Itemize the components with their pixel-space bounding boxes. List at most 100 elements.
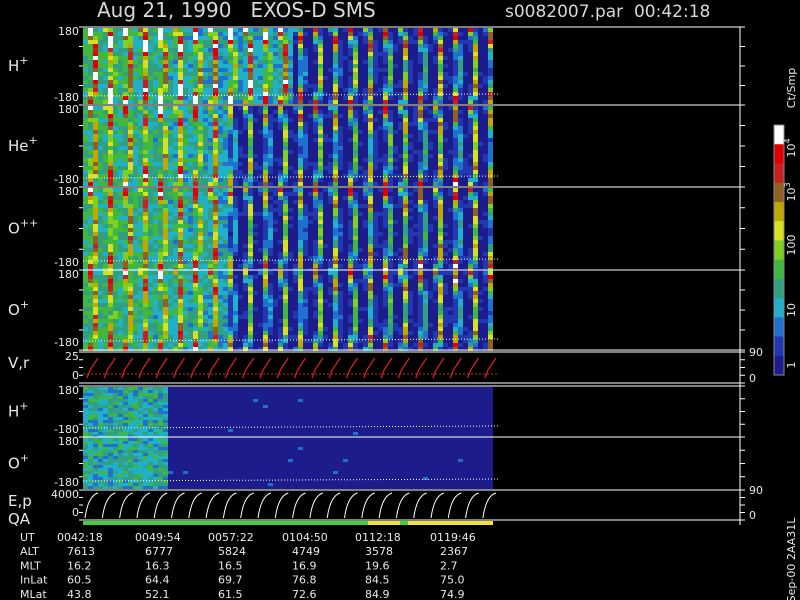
spectrogram-cell	[188, 106, 193, 110]
spectrogram-cell	[348, 92, 353, 96]
spectrogram-cell	[368, 244, 373, 248]
spectrogram-cell	[178, 72, 183, 76]
spectrogram-cell	[303, 138, 308, 142]
spectrogram-cell	[168, 182, 173, 186]
spectrogram-cell	[308, 170, 313, 174]
spectrogram-cell	[123, 126, 128, 130]
spectrogram-cell	[158, 44, 163, 48]
spectrogram-cell	[288, 204, 293, 208]
spectrogram-cell	[393, 244, 398, 248]
spectrogram-cell	[413, 204, 418, 208]
spectrogram-cell	[343, 188, 348, 192]
spectrogram-cell	[123, 162, 128, 166]
spectrogram-cell	[298, 122, 303, 126]
spectrogram-cell	[118, 64, 123, 68]
spectrogram-cell	[293, 56, 298, 60]
spectrogram-cell	[368, 196, 373, 200]
spectrogram-cell	[113, 118, 118, 122]
spectrogram-cell	[233, 32, 238, 36]
spectrogram-cell	[413, 60, 418, 64]
spectrogram-cell	[408, 248, 413, 252]
spectrogram-cell	[308, 182, 313, 186]
spectrogram-cell	[88, 28, 93, 32]
spectrogram-cell	[173, 248, 178, 252]
spectrogram-cell	[468, 32, 473, 36]
spectrogram-cell	[443, 106, 448, 110]
spectrogram-cell	[468, 68, 473, 72]
spectrogram-cell	[113, 264, 118, 268]
spectrogram-cell	[143, 220, 148, 224]
spectrogram-cell	[388, 212, 393, 216]
spectrogram-cell	[368, 106, 373, 110]
spectrogram-cell	[373, 252, 378, 256]
spectrogram-cell	[303, 126, 308, 130]
spectrogram-cell	[413, 252, 418, 256]
spectrogram-cell	[323, 174, 328, 178]
spectrogram-cell	[343, 236, 348, 240]
spectrogram-cell	[473, 44, 478, 48]
spectrogram-cell	[163, 154, 168, 158]
spectrogram-cell	[193, 256, 198, 260]
spectrogram-cell	[443, 208, 448, 212]
spectrogram-cell	[268, 216, 273, 220]
spectrogram-cell	[458, 32, 463, 36]
spectrogram-cell	[213, 236, 218, 240]
spectrogram-cell	[333, 252, 338, 256]
spectrogram-cell	[438, 68, 443, 72]
spectrogram-cell	[363, 96, 368, 100]
spectrogram-cell	[108, 106, 113, 110]
spectrogram-cell	[453, 162, 458, 166]
spectrogram-cell	[133, 28, 138, 32]
spectrogram-cell	[213, 162, 218, 166]
spectrogram-cell	[353, 122, 358, 126]
spectrogram-cell	[488, 264, 493, 268]
spectrogram-cell	[333, 44, 338, 48]
spectrogram-cell	[263, 32, 268, 36]
spectrogram-cell	[353, 68, 358, 72]
spectrogram-cell	[178, 60, 183, 64]
spectrogram-cell	[88, 88, 93, 92]
spectrogram-cell	[258, 60, 263, 64]
spectrogram-cell	[448, 208, 453, 212]
spectrogram-cell	[283, 182, 288, 186]
spectrogram-cell	[243, 28, 248, 32]
spectrogram-cell	[363, 228, 368, 232]
spectrogram-cell	[258, 158, 263, 162]
spectrogram-cell	[333, 36, 338, 40]
spectrogram-cell	[368, 200, 373, 204]
spectrogram-cell	[293, 264, 298, 268]
spectrogram-cell	[253, 76, 258, 80]
spectrogram-cell	[433, 134, 438, 138]
spectrogram-cell	[163, 162, 168, 166]
spectrogram-cell	[113, 200, 118, 204]
spectrogram-cell	[93, 28, 98, 32]
spectrogram-cell	[328, 200, 333, 204]
spectrogram-cell	[223, 36, 228, 40]
spectrogram-cell	[153, 32, 158, 36]
spectrogram-cell	[458, 40, 463, 44]
spectrogram-cell	[213, 76, 218, 80]
spectrogram-cell	[98, 80, 103, 84]
spectrogram-cell	[168, 80, 173, 84]
spectrogram-cell	[263, 212, 268, 216]
spectrogram-cell	[458, 162, 463, 166]
spectrogram-cell	[118, 84, 123, 88]
spectrogram-cell	[258, 106, 263, 110]
spectrogram-cell	[273, 208, 278, 212]
spectrogram-cell	[153, 158, 158, 162]
spectrogram-cell	[358, 52, 363, 56]
spectrogram-cell	[213, 48, 218, 52]
spectrogram-cell	[293, 48, 298, 52]
spectrogram-cell	[373, 240, 378, 244]
spectrogram-cell	[228, 232, 233, 236]
spectrogram-cell	[208, 248, 213, 252]
spectrogram-cell	[143, 252, 148, 256]
spectrogram-cell	[118, 244, 123, 248]
spectrogram-cell	[393, 200, 398, 204]
spectrogram-cell	[343, 100, 348, 104]
spectrogram-cell	[288, 138, 293, 142]
spectrogram-cell	[158, 158, 163, 162]
spectrogram-cell	[183, 146, 188, 150]
spectrogram-cell	[323, 92, 328, 96]
spectrogram-cell	[223, 228, 228, 232]
